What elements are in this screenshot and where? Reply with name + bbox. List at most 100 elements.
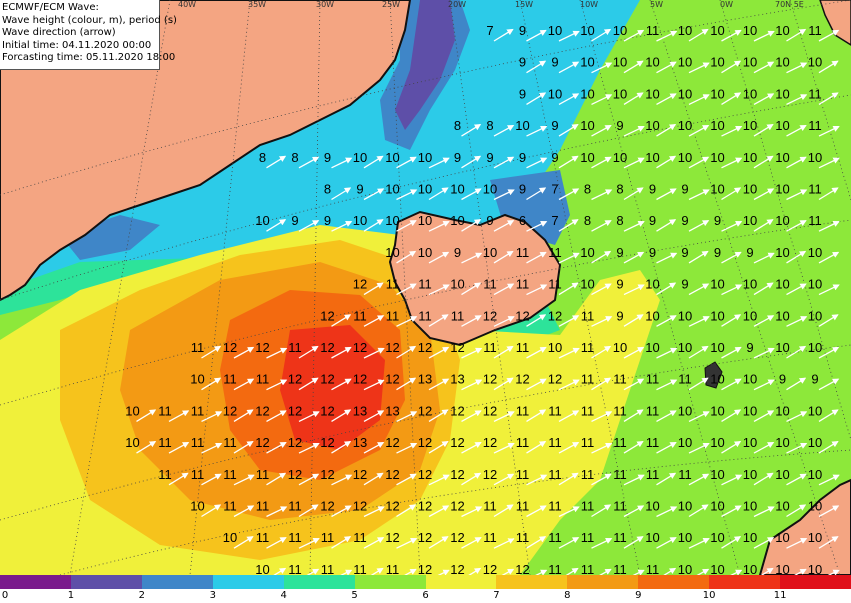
wave-direction-arrow [428,505,450,518]
wave-direction-arrow [493,442,515,454]
wave-direction-arrow [306,568,320,575]
wave-direction-arrow [526,60,547,74]
wave-direction-arrow [396,538,418,549]
wave-period-value: 10 [645,150,659,165]
wave-direction-arrow [493,473,515,486]
wave-direction-arrow [396,442,418,454]
wave-direction-arrow [493,189,515,201]
wave-direction-arrow [168,441,190,454]
wave-direction-arrow [786,189,808,201]
wave-direction-arrow [656,441,677,454]
wave-period-value: 10 [710,562,724,575]
wave-direction-arrow [396,316,418,327]
wave-period-value: 10 [125,403,139,418]
wave-direction-arrow [760,567,774,575]
wave-direction-arrow [591,189,613,201]
wave-period-value: 9 [519,55,526,70]
wave-direction-arrow [786,28,807,42]
wave-period-value: 10 [743,530,757,545]
wave-direction-arrow [396,504,417,518]
longitude-label: 70N 5E [775,0,804,9]
wave-period-value: 10 [645,308,659,323]
wave-period-value: 11 [483,277,497,292]
wave-direction-arrow [623,346,645,359]
wave-period-value: 9 [519,23,526,38]
wave-period-value: 11 [678,372,692,387]
colorbar-label: 4 [280,590,287,601]
wave-direction-arrow [331,157,353,169]
wave-direction-arrow [428,284,450,296]
wave-period-value: 8 [291,150,298,165]
wave-direction-arrow [298,442,320,454]
wave-period-value: 8 [259,150,266,165]
wave-direction-arrow [501,568,515,575]
wave-period-value: 10 [808,308,822,323]
wave-period-value: 11 [386,277,400,292]
wave-direction-arrow [493,411,515,422]
wave-direction-arrow [298,411,320,422]
wave-period-value: 12 [515,562,529,575]
wave-direction-arrow [656,219,677,232]
wave-direction-arrow [526,474,548,486]
wave-direction-arrow [591,504,612,518]
wave-direction-arrow [201,345,222,359]
wave-direction-arrow [201,377,222,391]
wave-period-value: 10 [548,86,562,101]
wave-period-value: 11 [516,277,530,292]
wave-direction-arrow [688,345,709,359]
wave-direction-arrow [688,538,710,549]
wave-period-value: 11 [613,372,627,387]
wave-period-value: 12 [385,372,399,387]
wave-period-value: 9 [551,118,558,133]
wave-period-value: 11 [646,467,660,482]
wave-period-value: 9 [779,372,786,387]
wave-period-value: 11 [808,23,822,38]
wave-direction-arrow [428,378,450,391]
wave-direction-arrow [461,155,482,169]
wave-direction-arrow [753,155,774,169]
wave-direction-arrow [461,282,482,296]
wave-direction-arrow [786,316,808,327]
wave-period-value: 11 [613,467,627,482]
colorbar-segment [283,575,356,589]
wave-period-value: 10 [678,308,692,323]
wave-period-value: 12 [483,467,497,482]
wave-period-value: 11 [678,467,692,482]
wave-period-value: 10 [808,467,822,482]
wave-direction-arrow [331,221,353,232]
wave-direction-arrow [461,219,482,232]
colorbar-segment [354,575,427,589]
wave-period-value: 12 [353,372,367,387]
colorbar-label: 1 [67,590,75,601]
info-wave-direction: Wave direction (arrow) [2,27,116,38]
wave-period-value: 12 [353,467,367,482]
northern-land [819,0,851,46]
wave-period-value: 11 [646,562,660,575]
wave-direction-arrow [753,315,775,327]
wave-direction-arrow [558,155,579,169]
wave-direction-arrow [730,569,743,575]
wave-direction-arrow [656,282,677,296]
wave-period-value: 12 [320,308,334,323]
wave-period-value: 10 [125,435,139,450]
wave-period-value: 11 [581,340,595,355]
wave-direction-arrow [558,252,580,264]
wave-period-value: 10 [385,245,399,260]
wave-direction-arrow [721,157,743,169]
wave-period-value: 11 [191,435,205,450]
wave-period-value: 9 [681,213,688,228]
wave-period-value: 12 [255,435,269,450]
wave-period-value: 8 [616,182,623,197]
wave-direction-arrow [233,346,255,359]
wave-period-value: 11 [483,499,497,514]
colorbar-label: 7 [493,590,500,601]
wave-direction-arrow [266,472,287,486]
wave-direction-arrow [623,536,644,549]
wave-period-value: 9 [681,182,688,197]
wave-period-value: 12 [385,340,399,355]
wave-direction-arrow [526,378,547,391]
wave-direction-arrow [428,314,449,327]
wave-period-value: 12 [353,340,367,355]
wave-period-value: 12 [418,435,432,450]
graticule [0,0,851,575]
